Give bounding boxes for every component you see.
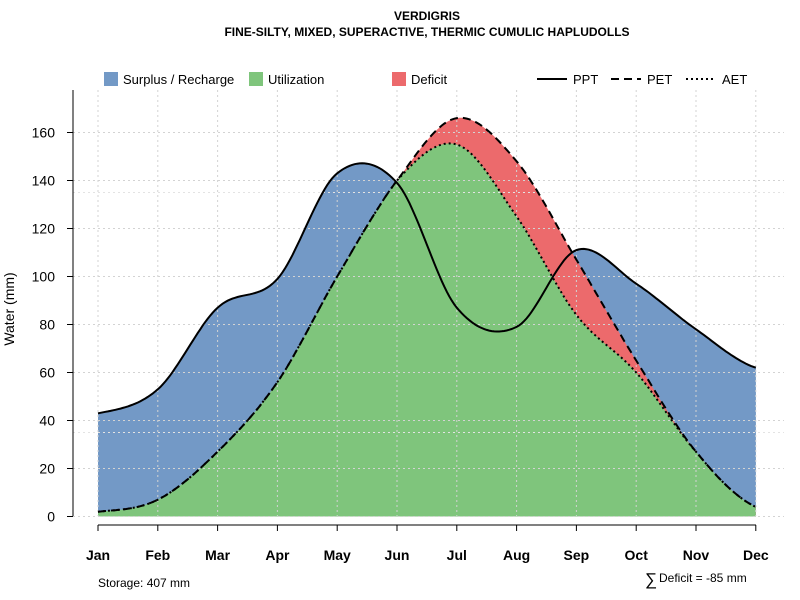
deficit-annotation: Deficit = -85 mm [659,571,747,585]
pet-line [97,116,757,513]
y-tick-label: 140 [32,173,56,189]
y-tick-label: 20 [39,461,55,477]
area-fills [98,117,756,517]
legend-label-ppt: PPT [573,72,598,87]
x-tick-label-jan: Jan [86,547,110,563]
sum-symbol: ∑ [645,570,657,589]
y-tick-label: 120 [32,221,56,237]
x-tick-label-oct: Oct [625,547,649,563]
storage-annotation: Storage: 407 mm [98,576,190,590]
chart-subtitle: FINE-SILTY, MIXED, SUPERACTIVE, THERMIC … [224,25,629,39]
legend-label-aet: AET [722,72,747,87]
legend-swatch-surplus [104,72,118,86]
grid [73,90,784,517]
y-tick-label: 0 [47,509,55,525]
legend-swatch-deficit [392,72,406,86]
utilization-area [98,143,756,517]
y-axis-label: Water (mm) [1,272,17,345]
legend-label-utilization: Utilization [268,72,324,87]
aet-line [97,142,757,513]
chart-title: VERDIGRIS [394,9,460,23]
ppt-line [97,162,757,415]
x-tick-label-mar: Mar [205,547,230,563]
legend: Surplus / Recharge Utilization Deficit P… [104,72,747,87]
y-tick-label: 60 [39,365,55,381]
surplus-above-et-area [98,117,756,512]
axes: 0 20 40 60 80 100 120 140 160 Jan Feb Mar Apr May Jun J… [32,90,769,563]
y-tick-label: 40 [39,413,55,429]
x-tick-label-aug: Aug [503,547,530,563]
x-tick-label-may: May [324,547,351,563]
y-tick-label: 160 [32,125,56,141]
x-tick-label-dec: Dec [743,547,769,563]
x-tick-label-jul: Jul [447,547,467,563]
legend-label-surplus: Surplus / Recharge [123,72,234,87]
y-tick-label: 80 [39,317,55,333]
y-tick-label: 100 [32,269,56,285]
legend-label-pet: PET [647,72,672,87]
x-tick-label-jun: Jun [385,547,410,563]
legend-swatch-utilization [249,72,263,86]
x-tick-label-feb: Feb [145,547,170,563]
x-tick-label-apr: Apr [265,547,290,563]
series-lines [97,116,757,513]
legend-label-deficit: Deficit [411,72,448,87]
x-tick-label-sep: Sep [564,547,590,563]
x-tick-label-nov: Nov [683,547,710,563]
